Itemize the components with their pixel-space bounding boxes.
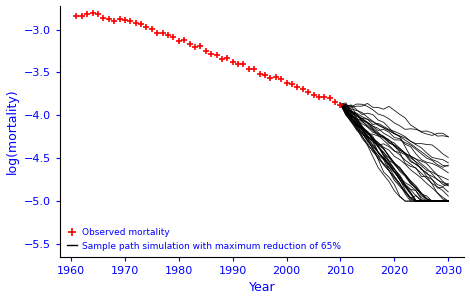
Y-axis label: log(mortality): log(mortality) bbox=[6, 88, 18, 174]
Legend: Observed mortality, Sample path simulation with maximum reduction of 65%: Observed mortality, Sample path simulati… bbox=[63, 224, 345, 254]
X-axis label: Year: Year bbox=[249, 281, 276, 294]
